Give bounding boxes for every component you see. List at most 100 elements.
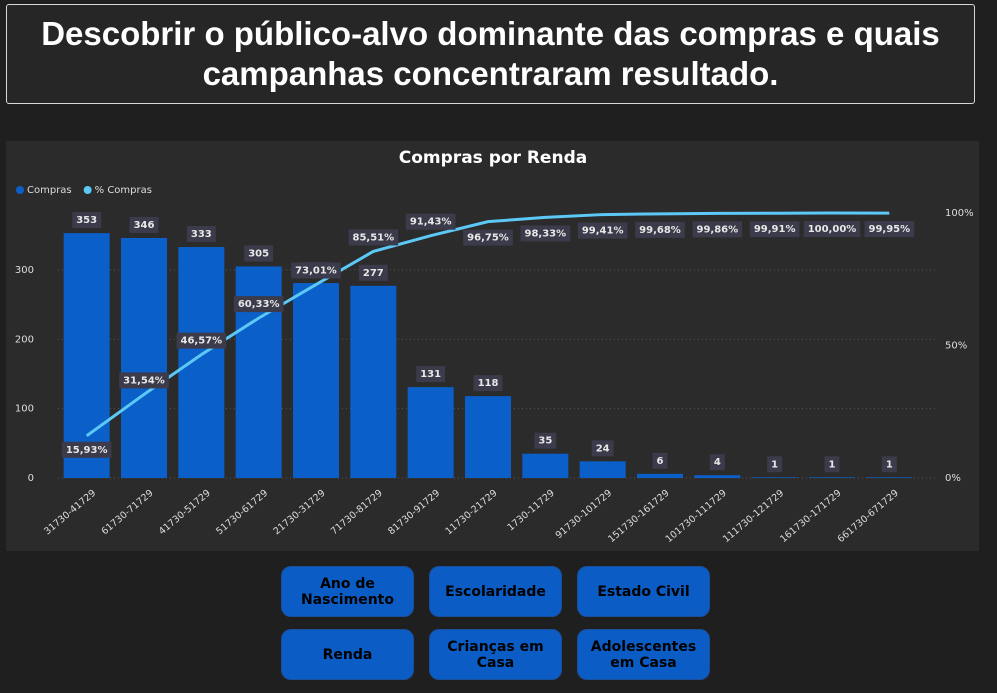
data-label-bg bbox=[635, 221, 685, 238]
legend-label: Compras bbox=[27, 185, 72, 196]
data-label-bg bbox=[358, 264, 388, 281]
data-label-bg bbox=[291, 262, 341, 279]
y2-tick-label: 50% bbox=[945, 341, 967, 352]
filter-button[interactable]: Estado Civil bbox=[577, 566, 710, 617]
bar-value-label: 353 bbox=[76, 215, 97, 226]
legend-marker bbox=[83, 186, 92, 194]
data-label-bg bbox=[72, 212, 102, 229]
filter-button[interactable]: Escolaridade bbox=[429, 566, 562, 617]
filter-button[interactable]: Adolescentes em Casa bbox=[577, 629, 710, 680]
line-value-label: 73,01% bbox=[295, 266, 337, 277]
data-label-bg bbox=[233, 296, 284, 313]
data-label-bg bbox=[463, 229, 513, 246]
data-label-bg bbox=[652, 452, 668, 469]
bar bbox=[465, 396, 511, 478]
data-label-bg bbox=[749, 221, 800, 238]
chart-title: Compras por Renda bbox=[399, 148, 587, 168]
line-value-label: 99,86% bbox=[697, 224, 739, 235]
x-tick-label: 111730-121729 bbox=[721, 488, 786, 545]
data-label-bg bbox=[864, 221, 915, 238]
line-value-label: 99,91% bbox=[754, 224, 796, 235]
data-label-bg bbox=[881, 456, 897, 473]
x-tick-label: 91730-101729 bbox=[554, 488, 615, 541]
bar bbox=[866, 477, 913, 478]
data-label-bg bbox=[176, 332, 227, 349]
bar bbox=[121, 237, 167, 478]
data-label-bg bbox=[824, 456, 840, 473]
x-tick-label: 1730-11729 bbox=[505, 488, 556, 534]
data-label-bg bbox=[416, 366, 446, 383]
x-tick-label: 661730-671729 bbox=[836, 488, 901, 545]
y2-tick-label: 0% bbox=[945, 473, 961, 484]
data-label-bg bbox=[767, 456, 783, 473]
line-value-label: 98,33% bbox=[525, 228, 567, 239]
data-label-bg bbox=[348, 229, 399, 246]
line-value-label: 99,95% bbox=[869, 224, 911, 235]
x-tick-label: 101730-111729 bbox=[664, 488, 729, 545]
bar bbox=[350, 285, 397, 478]
bar-value-label: 6 bbox=[657, 456, 664, 467]
data-label-bg bbox=[692, 221, 743, 238]
bar bbox=[522, 453, 569, 478]
x-tick-label: 81730-91729 bbox=[386, 488, 442, 537]
line-value-label: 96,75% bbox=[467, 233, 509, 244]
bar-value-label: 1 bbox=[829, 459, 836, 470]
bar bbox=[63, 233, 110, 478]
bar-value-label: 277 bbox=[363, 268, 384, 279]
data-label-bg bbox=[119, 372, 169, 389]
line-value-label: 46,57% bbox=[181, 336, 223, 347]
data-label-bg bbox=[520, 225, 571, 242]
bar-value-label: 1 bbox=[771, 459, 778, 470]
bar-value-label: 305 bbox=[248, 248, 269, 259]
data-label-bg bbox=[405, 213, 456, 230]
line-value-label: 85,51% bbox=[353, 232, 395, 243]
line-value-label: 31,54% bbox=[123, 375, 165, 386]
data-label-bg bbox=[473, 375, 503, 392]
legend-label: % Compras bbox=[95, 185, 152, 196]
bar-value-label: 4 bbox=[714, 457, 721, 468]
line-value-label: 99,68% bbox=[639, 225, 681, 236]
data-label-bg bbox=[577, 222, 628, 239]
legend-marker bbox=[16, 186, 24, 194]
bar-value-label: 24 bbox=[596, 443, 610, 454]
data-label-bg bbox=[186, 225, 216, 242]
bar bbox=[809, 477, 855, 478]
x-tick-label: 61730-71729 bbox=[100, 488, 156, 537]
bar-value-label: 118 bbox=[478, 378, 499, 389]
line-value-label: 15,93% bbox=[66, 445, 108, 456]
x-tick-label: 71730-81729 bbox=[329, 488, 385, 537]
y-tick-label: 300 bbox=[15, 265, 34, 276]
line-value-label: 99,41% bbox=[582, 226, 624, 237]
y2-tick-label: 100% bbox=[945, 208, 974, 219]
x-tick-label: 21730-31729 bbox=[272, 488, 328, 537]
x-tick-label: 11730-21729 bbox=[444, 488, 500, 537]
line-value-label: 91,43% bbox=[410, 217, 452, 228]
bar bbox=[293, 283, 339, 478]
y-tick-label: 0 bbox=[28, 473, 34, 484]
filter-button[interactable]: Ano de Nascimento bbox=[281, 566, 414, 617]
bar-value-label: 1 bbox=[886, 459, 893, 470]
data-label-bg bbox=[534, 432, 557, 449]
bar-value-label: 35 bbox=[538, 436, 552, 447]
chart-panel bbox=[6, 141, 979, 551]
bar-value-label: 131 bbox=[420, 369, 441, 380]
data-label-bg bbox=[61, 441, 112, 458]
line-value-label: 100,00% bbox=[808, 224, 857, 235]
data-label-bg bbox=[591, 440, 614, 457]
x-tick-label: 51730-61729 bbox=[214, 488, 270, 537]
filter-button[interactable]: Crianças em Casa bbox=[429, 629, 562, 680]
x-tick-label: 161730-171729 bbox=[778, 488, 843, 545]
x-tick-label: 41730-51729 bbox=[157, 488, 213, 537]
header-title: Descobrir o público-alvo dominante das c… bbox=[6, 4, 975, 104]
bar bbox=[751, 477, 798, 478]
y-tick-label: 200 bbox=[15, 334, 34, 345]
data-label-bg bbox=[129, 216, 159, 233]
data-label-bg bbox=[803, 221, 861, 237]
filter-button[interactable]: Renda bbox=[281, 629, 414, 680]
bar bbox=[407, 387, 454, 478]
data-label-bg bbox=[244, 245, 274, 262]
bar bbox=[579, 461, 626, 478]
y-tick-label: 100 bbox=[15, 404, 34, 415]
bar bbox=[178, 246, 225, 478]
